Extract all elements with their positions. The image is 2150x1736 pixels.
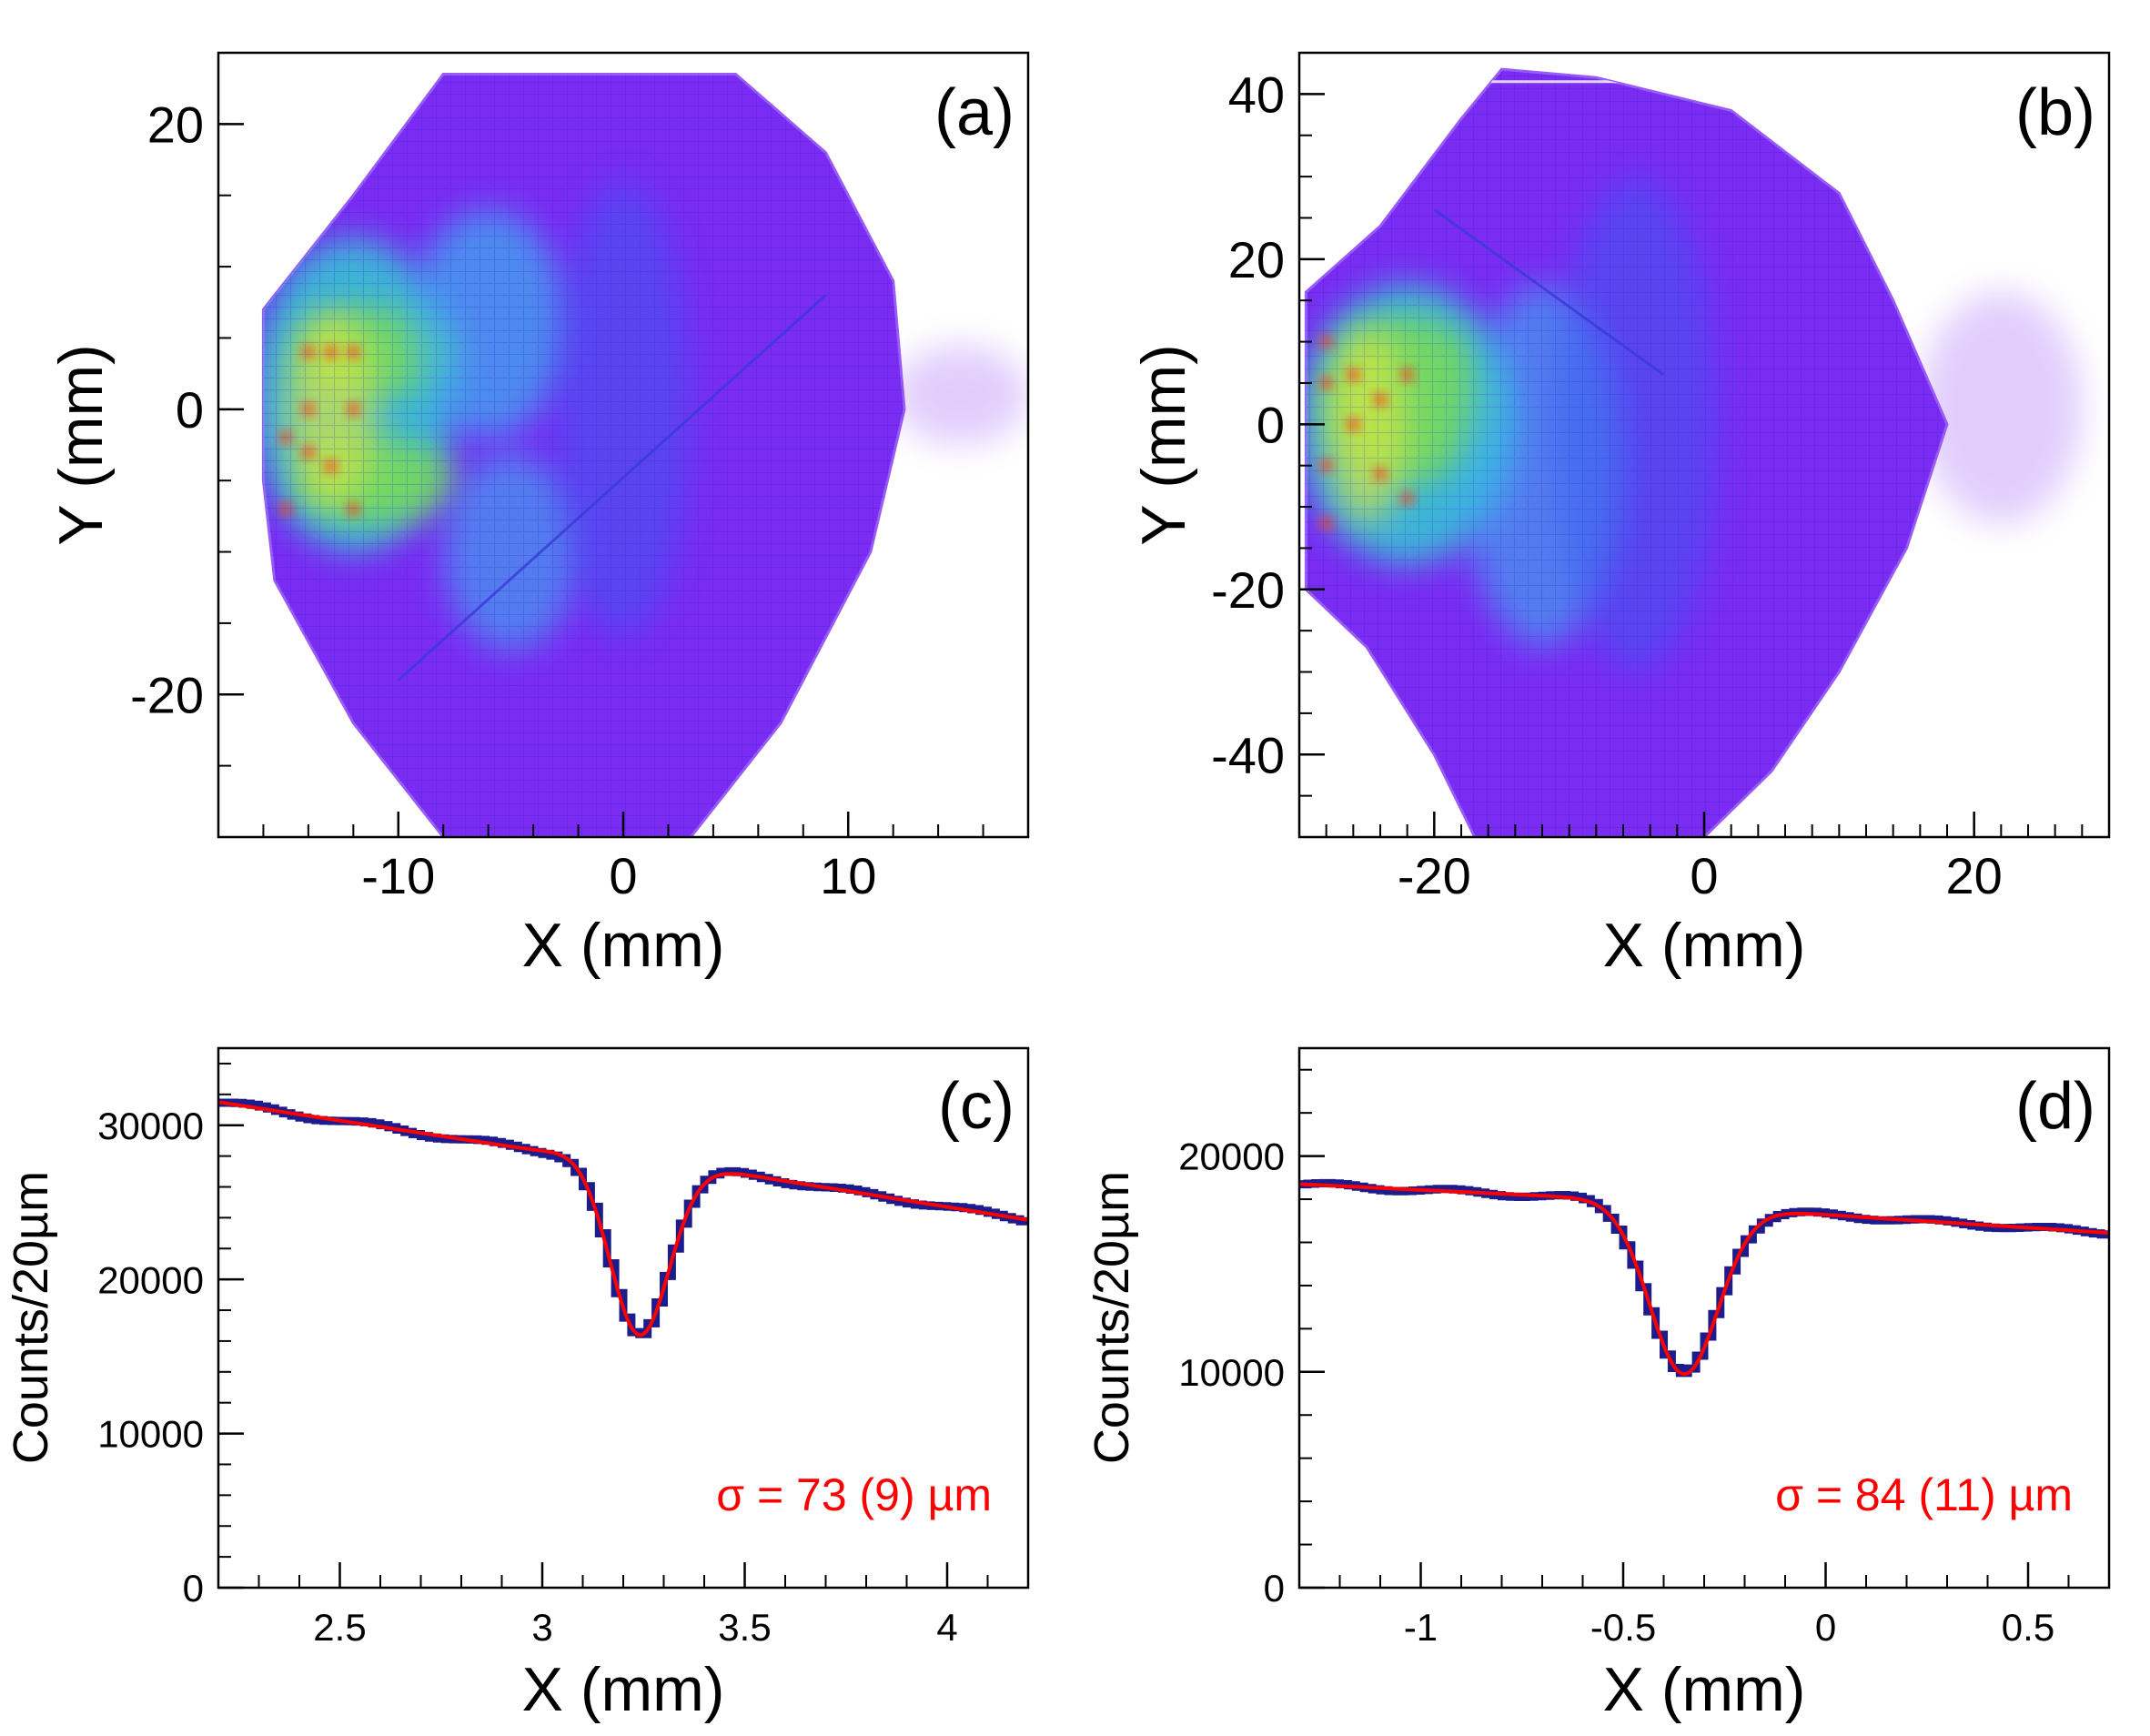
y-tick-label: 20000 bbox=[1178, 1135, 1285, 1178]
y-axis-label: Counts/20µm bbox=[1085, 1171, 1139, 1464]
x-tick-label: 20 bbox=[1946, 847, 2003, 904]
y-tick-label: 0 bbox=[183, 1567, 204, 1610]
sigma-annotation: σ = 84 (11) µm bbox=[1775, 1469, 2073, 1520]
streak bbox=[397, 294, 827, 681]
panel-label: (d) bbox=[2015, 1070, 2095, 1143]
x-tick-label: 10 bbox=[820, 847, 876, 904]
axes: -10 0 10 -20 0 20 bbox=[130, 96, 984, 904]
y-tick-label: 0 bbox=[1257, 396, 1285, 453]
sigma-annotation: σ = 73 (9) µm bbox=[716, 1469, 992, 1520]
axes: -1 -0.5 0 0.5 0 10000 20000 bbox=[1178, 1068, 2070, 1649]
panel-a: -10 0 10 -20 0 20 (a) X (mm) Y (mm) bbox=[46, 51, 1030, 980]
y-tick-label: 0 bbox=[1264, 1567, 1285, 1610]
x-axis-label: X (mm) bbox=[522, 911, 725, 980]
x-tick-label: -1 bbox=[1404, 1606, 1438, 1649]
intensity-layer bbox=[263, 74, 904, 837]
panel-d: -1 -0.5 0 0.5 0 10000 20000 (d) σ = 84 (11) µm… bbox=[1085, 1046, 2111, 1724]
streak bbox=[1433, 208, 1665, 377]
x-axis-label: X (mm) bbox=[1603, 911, 1806, 980]
curves bbox=[1298, 1178, 2110, 1378]
x-tick-label: -20 bbox=[1398, 847, 1471, 904]
panel-label: (b) bbox=[2015, 76, 2095, 149]
x-axis-label: X (mm) bbox=[1603, 1655, 1806, 1724]
y-tick-label: -40 bbox=[1211, 726, 1285, 783]
x-tick-label: 2.5 bbox=[313, 1606, 366, 1649]
panel-label: (a) bbox=[934, 76, 1014, 149]
y-tick-label: -20 bbox=[1211, 561, 1285, 619]
x-tick-label: 4 bbox=[936, 1606, 957, 1649]
scatter-halo bbox=[893, 345, 1028, 445]
axes: -20 0 20 -40 -20 0 20 40 bbox=[1211, 66, 2084, 904]
fit-curve bbox=[217, 1100, 1029, 1337]
y-tick-label: 20000 bbox=[97, 1258, 204, 1301]
y-tick-label: 40 bbox=[1228, 66, 1285, 124]
y-tick-label: 10000 bbox=[97, 1413, 204, 1456]
y-tick-label: 20 bbox=[1228, 231, 1285, 288]
panel-label: (c) bbox=[938, 1070, 1014, 1143]
x-tick-label: 0 bbox=[1815, 1606, 1836, 1649]
scatter-halo bbox=[1920, 292, 2083, 524]
x-tick-label: 3 bbox=[531, 1606, 552, 1649]
axes: 2.5 3 3.5 4 0 10000 20000 30000 bbox=[97, 1062, 989, 1649]
curves bbox=[217, 1098, 1029, 1338]
y-tick-label: 10000 bbox=[1178, 1351, 1285, 1394]
x-tick-label: -0.5 bbox=[1590, 1606, 1656, 1649]
x-axis-label: X (mm) bbox=[522, 1655, 725, 1724]
y-tick-label: 20 bbox=[147, 96, 204, 154]
y-axis-label: Y (mm) bbox=[46, 344, 116, 546]
y-tick-label: 30000 bbox=[97, 1105, 204, 1147]
heatmap bbox=[261, 73, 1028, 837]
panel-b: -20 0 20 -40 -20 0 20 40 (b) X (mm) Y (mm) bbox=[1129, 51, 2111, 980]
x-tick-label: 0 bbox=[609, 847, 637, 904]
panel-c: 2.5 3 3.5 4 0 10000 20000 30000 (c) σ = 73 (9) … bbox=[4, 1046, 1030, 1724]
y-axis-label: Counts/20µm bbox=[4, 1171, 58, 1464]
x-tick-label: 3.5 bbox=[718, 1606, 771, 1649]
x-tick-label: 0.5 bbox=[2002, 1606, 2054, 1649]
x-tick-label: 0 bbox=[1690, 847, 1718, 904]
y-tick-label: -20 bbox=[130, 666, 204, 723]
plot-area bbox=[1299, 1048, 2109, 1588]
x-tick-label: -10 bbox=[361, 847, 435, 904]
y-tick-label: 0 bbox=[176, 381, 204, 439]
fit-curve bbox=[1298, 1182, 2110, 1377]
y-axis-label: Y (mm) bbox=[1129, 344, 1198, 546]
